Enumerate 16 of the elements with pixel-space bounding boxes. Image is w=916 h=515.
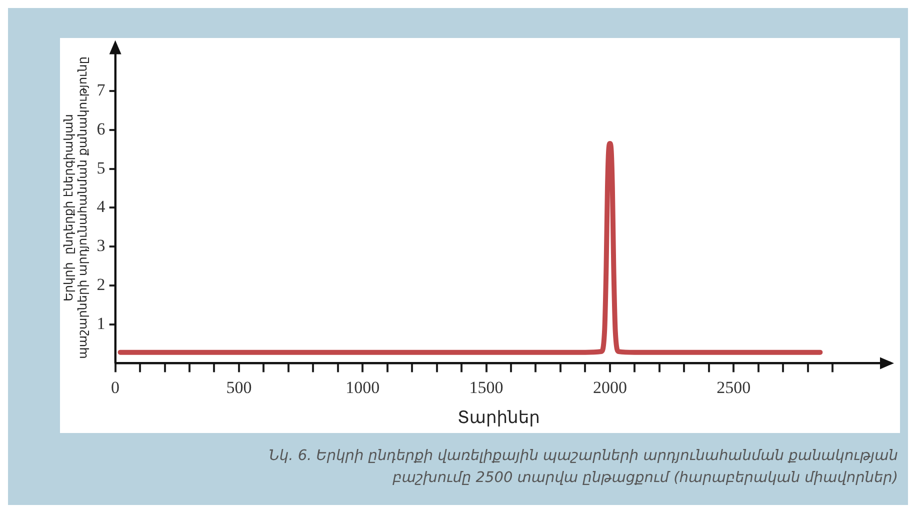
x-axis-title: Տարիներ	[457, 408, 540, 428]
x-tick-label: 1500	[469, 378, 504, 397]
y-tick-label: 1	[96, 314, 106, 333]
text: Նկ. 6. Երկրի ընդերքի վառելիքային պաշարների արդյունահանման քանակության բաշխումը 2500 տարվա ընթացքում (հարաբերական միավորներ)	[268, 447, 898, 488]
x-tick-label: 2000	[592, 378, 627, 397]
y-tick-label: 7	[96, 80, 106, 100]
y-tick-label: 5	[96, 158, 106, 178]
x-tick-label: 0	[111, 378, 120, 397]
x-tick-label: 2500	[716, 378, 751, 397]
y-tick-label: 3	[96, 236, 106, 256]
y-tick-label: 4	[96, 197, 106, 216]
y-tick-label: 2	[96, 274, 106, 294]
x-tick-label: 1000	[346, 378, 380, 397]
y-axis-title: Երկրի ընդերքի էներգիական պաշարների արդյունահանման քանակությունը	[61, 56, 90, 359]
y-tick-label: 6	[96, 119, 106, 138]
x-tick-label: 500	[226, 378, 252, 397]
